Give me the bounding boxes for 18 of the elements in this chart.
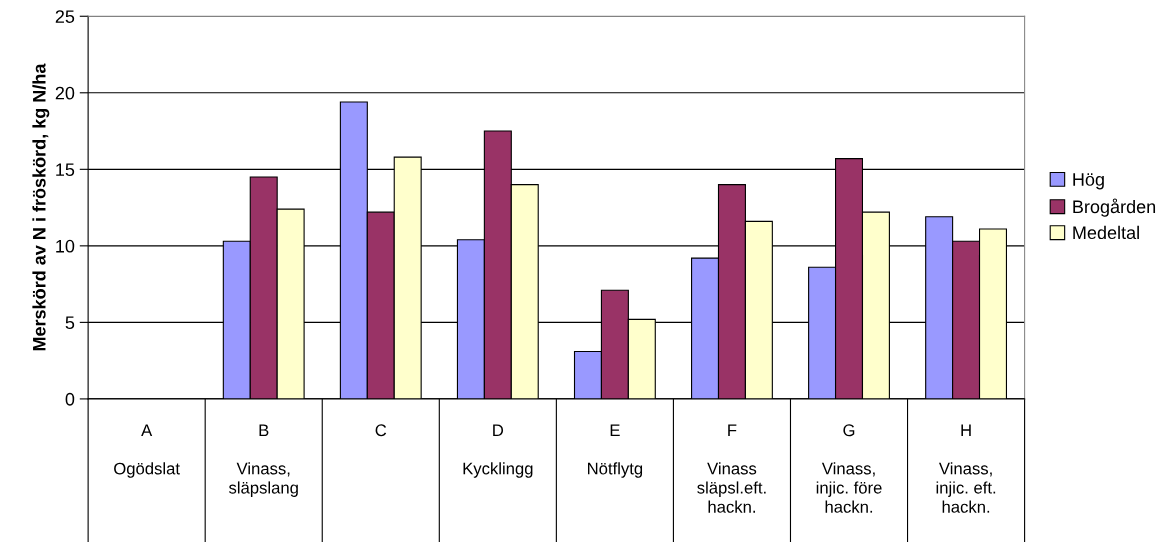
y-tick-label: 25 (55, 10, 75, 23)
y-tick-label: 0 (65, 392, 75, 406)
y-axis-title: Merskörd av N i fröskörd, kg N/ha (32, 63, 50, 351)
y-tick-label: 15 (56, 163, 75, 177)
x-tick-label: C (375, 424, 387, 437)
y-tick-label: 20 (55, 86, 75, 100)
y-tick-label: 10 (56, 239, 75, 253)
legend-label: Hög (1073, 173, 1104, 190)
category-label: A Ogödslat (114, 424, 180, 478)
legend-label: Brogården (1073, 198, 1156, 217)
category-label: B Vinass, släpslang (228, 424, 298, 497)
category-label: F Vinass släpsl.eft. hackn. (697, 424, 766, 513)
category-label: G Vinass, injic. före hackn. (816, 424, 882, 513)
legend-label: Medeltal (1073, 225, 1139, 240)
y-tick-label: 5 (65, 316, 75, 330)
category-label: E Nötflytg (588, 424, 643, 478)
category-label: H Vinass, injic. eft. hackn. (936, 424, 996, 513)
category-label: D Kycklingg (463, 424, 533, 478)
